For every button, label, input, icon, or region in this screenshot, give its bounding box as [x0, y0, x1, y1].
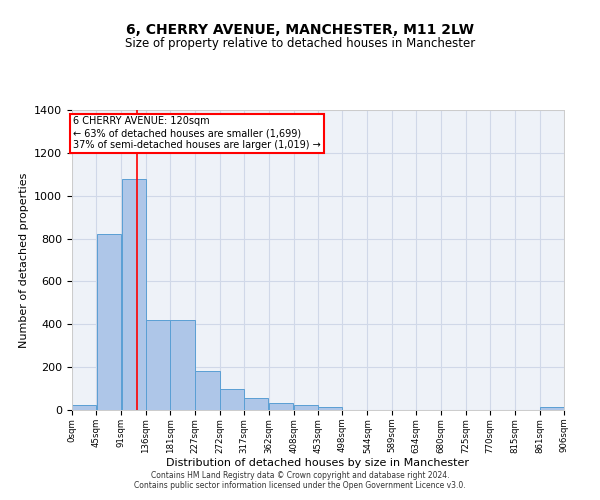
X-axis label: Distribution of detached houses by size in Manchester: Distribution of detached houses by size …	[167, 458, 470, 468]
Bar	[122, 178, 146, 410]
Bar	[244, 398, 268, 410]
Bar	[170, 320, 195, 410]
Bar	[539, 407, 564, 410]
Bar	[269, 402, 293, 410]
Bar	[72, 404, 97, 410]
Text: 6 CHERRY AVENUE: 120sqm
← 63% of detached houses are smaller (1,699)
37% of semi: 6 CHERRY AVENUE: 120sqm ← 63% of detache…	[73, 116, 321, 150]
Bar	[196, 372, 220, 410]
Text: Size of property relative to detached houses in Manchester: Size of property relative to detached ho…	[125, 38, 475, 51]
Text: 6, CHERRY AVENUE, MANCHESTER, M11 2LW: 6, CHERRY AVENUE, MANCHESTER, M11 2LW	[126, 22, 474, 36]
Bar	[220, 388, 244, 410]
Y-axis label: Number of detached properties: Number of detached properties	[19, 172, 29, 348]
Text: Contains HM Land Registry data © Crown copyright and database right 2024.
Contai: Contains HM Land Registry data © Crown c…	[134, 470, 466, 490]
Bar	[97, 234, 121, 410]
Bar	[293, 404, 318, 410]
Bar	[146, 320, 170, 410]
Bar	[318, 407, 343, 410]
